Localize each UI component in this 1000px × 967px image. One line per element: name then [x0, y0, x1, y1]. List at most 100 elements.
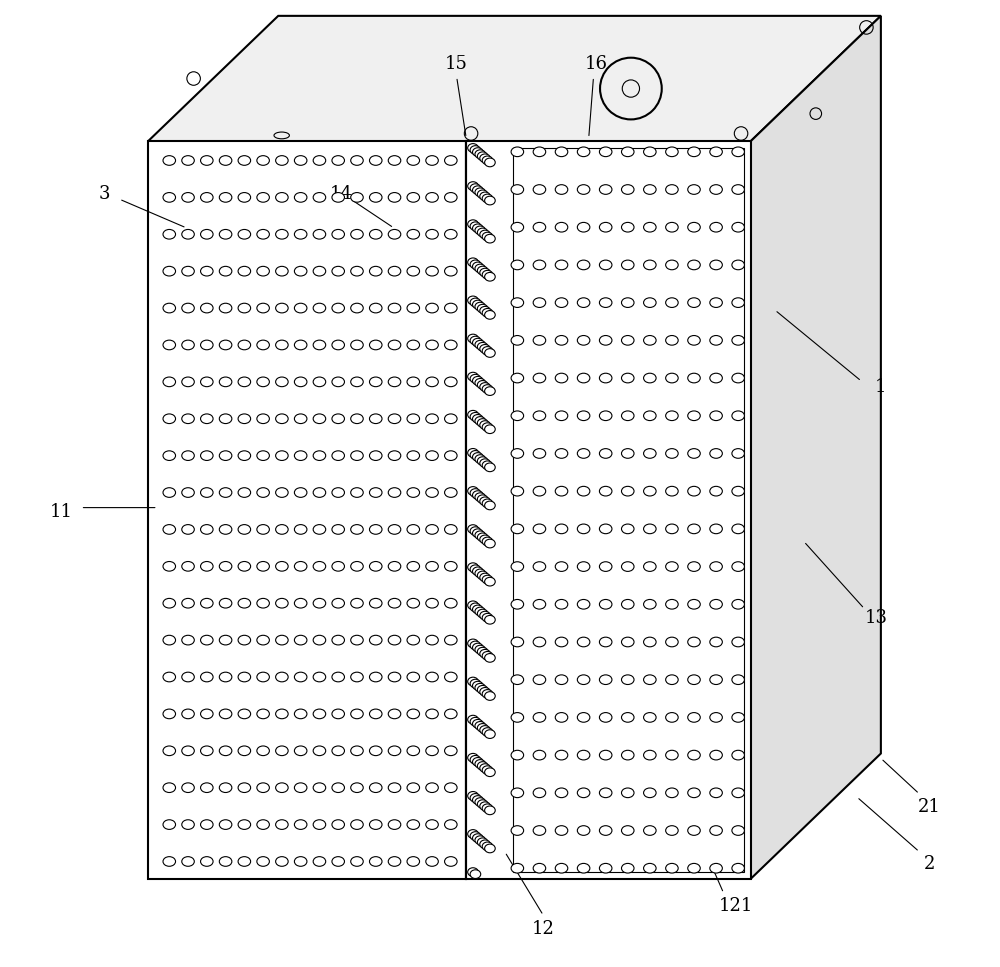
Ellipse shape — [475, 340, 486, 349]
Ellipse shape — [388, 414, 401, 424]
Ellipse shape — [219, 635, 232, 645]
Ellipse shape — [257, 672, 269, 682]
Ellipse shape — [621, 713, 634, 722]
Ellipse shape — [276, 525, 288, 534]
Ellipse shape — [388, 340, 401, 350]
Ellipse shape — [732, 562, 744, 571]
Ellipse shape — [482, 613, 493, 622]
Ellipse shape — [182, 304, 194, 313]
Ellipse shape — [482, 537, 493, 545]
Ellipse shape — [477, 800, 488, 808]
Ellipse shape — [477, 533, 488, 542]
Ellipse shape — [485, 768, 495, 777]
Ellipse shape — [445, 156, 457, 165]
Ellipse shape — [577, 336, 590, 345]
Ellipse shape — [599, 260, 612, 270]
Ellipse shape — [621, 222, 634, 232]
Ellipse shape — [369, 746, 382, 755]
Ellipse shape — [426, 487, 438, 497]
Ellipse shape — [182, 562, 194, 571]
Ellipse shape — [182, 857, 194, 866]
Ellipse shape — [257, 487, 269, 497]
Ellipse shape — [276, 156, 288, 165]
Ellipse shape — [201, 746, 213, 755]
Ellipse shape — [201, 709, 213, 718]
Ellipse shape — [666, 185, 678, 194]
Ellipse shape — [475, 264, 486, 273]
Ellipse shape — [163, 672, 176, 682]
Ellipse shape — [257, 709, 269, 718]
Ellipse shape — [276, 414, 288, 424]
Ellipse shape — [480, 573, 490, 582]
Ellipse shape — [533, 411, 546, 421]
Ellipse shape — [480, 650, 490, 659]
Ellipse shape — [599, 373, 612, 383]
Ellipse shape — [163, 746, 176, 755]
Ellipse shape — [351, 377, 363, 387]
Ellipse shape — [238, 192, 251, 202]
Ellipse shape — [388, 709, 401, 718]
Ellipse shape — [163, 229, 176, 239]
Ellipse shape — [480, 383, 490, 392]
Polygon shape — [751, 15, 881, 879]
Ellipse shape — [182, 340, 194, 350]
Ellipse shape — [332, 672, 344, 682]
Ellipse shape — [257, 156, 269, 165]
Ellipse shape — [485, 196, 495, 205]
Ellipse shape — [468, 792, 478, 801]
Ellipse shape — [477, 381, 488, 390]
Ellipse shape — [485, 501, 495, 510]
Ellipse shape — [294, 709, 307, 718]
Ellipse shape — [182, 414, 194, 424]
Ellipse shape — [485, 577, 495, 586]
Ellipse shape — [163, 156, 176, 165]
Ellipse shape — [163, 414, 176, 424]
Ellipse shape — [426, 746, 438, 755]
Ellipse shape — [577, 637, 590, 647]
Ellipse shape — [163, 709, 176, 718]
Ellipse shape — [407, 562, 420, 571]
Ellipse shape — [732, 147, 744, 157]
Ellipse shape — [238, 304, 251, 313]
Ellipse shape — [732, 826, 744, 835]
Ellipse shape — [257, 525, 269, 534]
Ellipse shape — [445, 599, 457, 608]
Ellipse shape — [477, 342, 488, 351]
Ellipse shape — [163, 820, 176, 830]
Ellipse shape — [369, 525, 382, 534]
Ellipse shape — [276, 599, 288, 608]
Ellipse shape — [666, 864, 678, 873]
Ellipse shape — [644, 562, 656, 571]
Ellipse shape — [313, 229, 326, 239]
Ellipse shape — [407, 229, 420, 239]
Ellipse shape — [732, 222, 744, 232]
Ellipse shape — [599, 336, 612, 345]
Ellipse shape — [621, 750, 634, 760]
Ellipse shape — [473, 415, 483, 424]
Ellipse shape — [533, 222, 546, 232]
Ellipse shape — [644, 600, 656, 609]
Ellipse shape — [475, 454, 486, 463]
Ellipse shape — [201, 340, 213, 350]
Ellipse shape — [219, 487, 232, 497]
Ellipse shape — [555, 826, 568, 835]
Ellipse shape — [577, 788, 590, 798]
Ellipse shape — [482, 575, 493, 584]
Ellipse shape — [388, 451, 401, 460]
Ellipse shape — [644, 449, 656, 458]
Ellipse shape — [182, 599, 194, 608]
Ellipse shape — [369, 304, 382, 313]
Ellipse shape — [276, 562, 288, 571]
Ellipse shape — [480, 154, 490, 162]
Ellipse shape — [294, 377, 307, 387]
Ellipse shape — [332, 820, 344, 830]
Ellipse shape — [688, 449, 700, 458]
Ellipse shape — [577, 750, 590, 760]
Ellipse shape — [482, 804, 493, 812]
Ellipse shape — [533, 373, 546, 383]
Ellipse shape — [276, 266, 288, 276]
Ellipse shape — [257, 414, 269, 424]
Ellipse shape — [407, 709, 420, 718]
Ellipse shape — [238, 599, 251, 608]
Ellipse shape — [332, 857, 344, 866]
